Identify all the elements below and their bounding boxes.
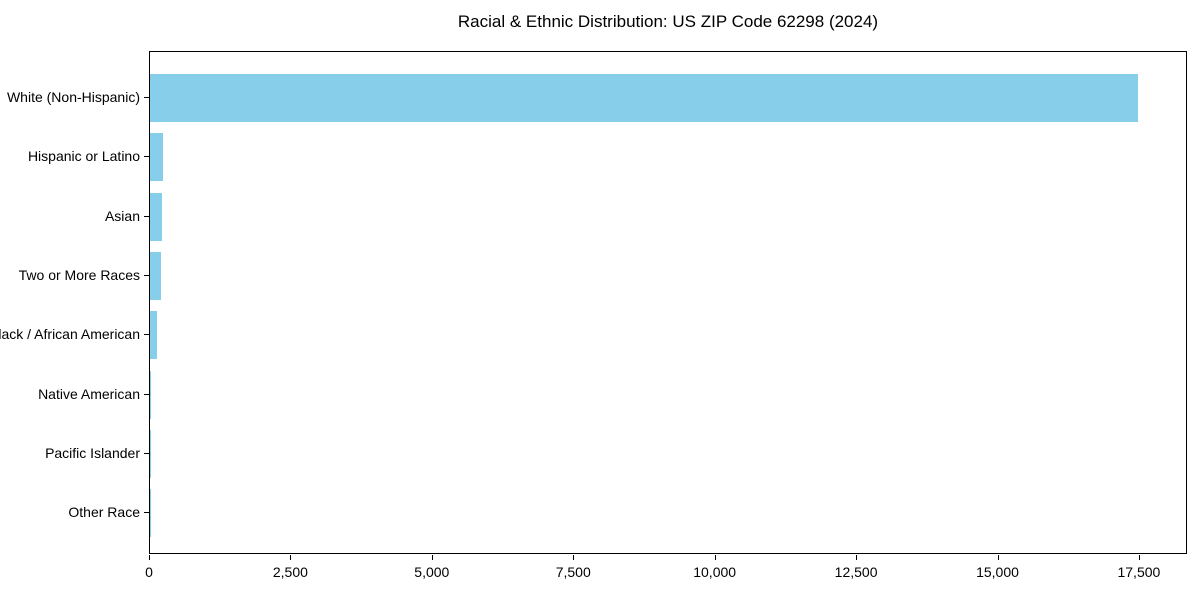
x-tick-label: 2,500 [272,564,308,580]
y-tick-mark [144,274,149,276]
y-tick-label: Other Race [68,504,140,521]
x-tick-mark [714,555,716,560]
bar [150,251,161,300]
y-tick-label: Pacific Islander [45,444,140,461]
x-tick-label: 7,500 [555,564,591,580]
y-tick-mark [144,97,149,98]
y-tick-mark [144,215,149,217]
x-tick-mark [149,555,150,560]
x-tick-mark [573,555,575,560]
x-tick-mark [290,555,292,560]
bar [150,311,157,360]
bar [150,133,163,182]
y-tick-mark [144,156,149,158]
y-tick-label: Two or More Races [18,266,140,283]
bar [150,192,162,241]
chart-title: Racial & Ethnic Distribution: US ZIP Cod… [457,12,879,31]
x-tick-label: 5,000 [414,564,450,580]
plot-area [149,51,1187,554]
x-tick-label: 10,000 [693,564,737,580]
y-tick-mark [144,512,149,514]
y-tick-label: White (Non-Hispanic) [6,89,140,105]
y-tick-mark [144,452,149,454]
x-tick-label: 15,000 [976,564,1019,580]
y-tick-label: Native American [38,385,140,402]
x-tick-mark [997,555,999,560]
x-tick-label: 12,500 [834,564,878,580]
y-tick-label: Black / African American [0,326,140,343]
y-tick-mark [144,393,149,395]
y-tick-label: Hispanic or Latino [27,148,140,165]
x-tick-label: 0 [145,564,153,580]
bar [150,74,1139,122]
x-tick-label: 17,500 [1117,564,1161,580]
x-tick-mark [1138,555,1140,560]
x-tick-mark [431,555,433,560]
y-tick-mark [144,334,149,336]
y-tick-label: Asian [104,207,140,224]
bar [150,370,152,419]
x-tick-mark [856,555,858,560]
